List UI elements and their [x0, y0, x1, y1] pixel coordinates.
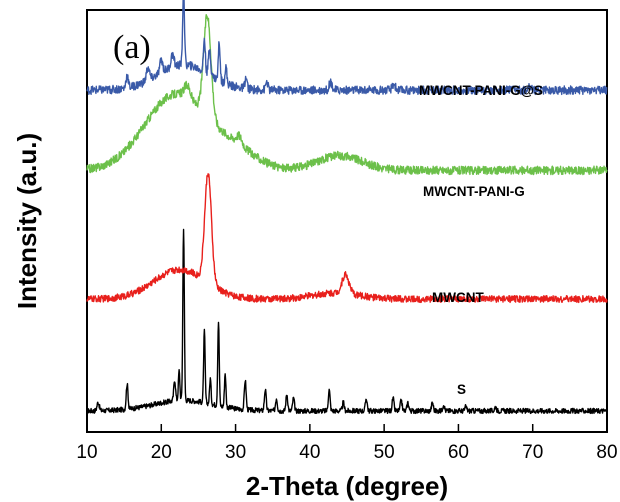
series-labels: S MWCNT MWCNT-PANI-G MWCNT-PANI-G@S — [419, 83, 543, 397]
x-tick-label: 80 — [596, 442, 617, 463]
series-curves — [86, 0, 608, 415]
plot-frame — [86, 9, 608, 433]
series-line-mwcnt — [86, 173, 608, 304]
x-tick-label: 40 — [299, 442, 320, 463]
y-axis-title: Intensity (a.u.) — [12, 133, 42, 309]
x-tick-label: 70 — [522, 442, 543, 463]
x-tick-label: 10 — [76, 442, 97, 463]
x-tick-label: 30 — [225, 442, 246, 463]
x-tick-label: 60 — [448, 442, 469, 463]
x-tick-label: 20 — [151, 442, 172, 463]
series-line-s — [86, 228, 608, 415]
panel-label: (a) — [113, 29, 151, 66]
x-tick-label: 50 — [374, 442, 395, 463]
x-axis-title: 2-Theta (degree) — [246, 471, 448, 501]
series-label-mwcnt-pani-g: MWCNT-PANI-G — [423, 184, 525, 199]
series-line-mwcnt-pani-g — [86, 14, 608, 176]
series-line-mwcnt-pani-g-s — [86, 0, 608, 96]
x-axis-ticks: 10 20 30 40 50 60 70 80 — [76, 424, 618, 463]
series-label-mwcnt: MWCNT — [432, 290, 484, 305]
series-label-mwcnt-pani-g-s: MWCNT-PANI-G@S — [419, 83, 543, 98]
series-label-s: S — [457, 382, 466, 397]
